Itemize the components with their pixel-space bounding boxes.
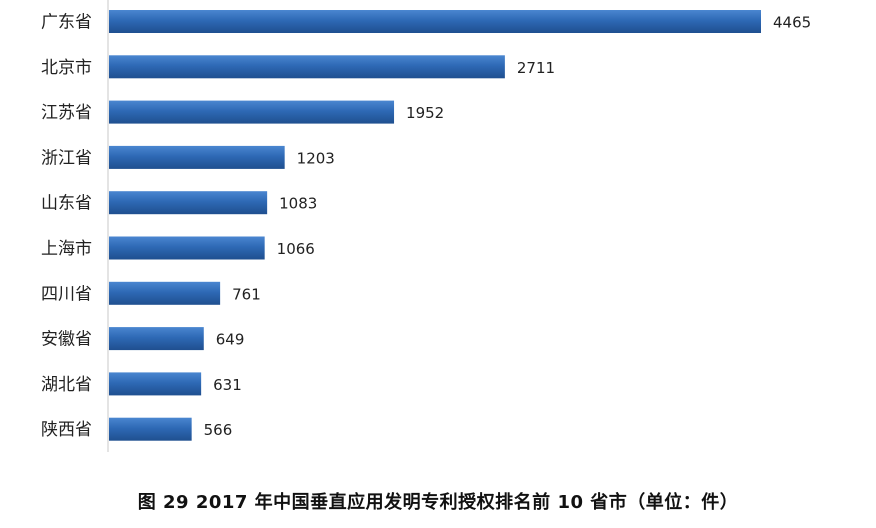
category-label: 北京市 (41, 58, 92, 78)
value-label: 631 (213, 376, 242, 394)
category-label: 四川省 (41, 284, 92, 304)
bar (109, 100, 395, 124)
bar (109, 417, 192, 441)
value-label: 1952 (406, 104, 444, 122)
category-label: 湖北省 (41, 375, 92, 395)
value-label: 4465 (773, 14, 811, 32)
bar (109, 236, 265, 260)
value-label: 761 (232, 285, 261, 303)
category-label: 浙江省 (41, 148, 92, 168)
bar (109, 327, 204, 351)
category-label: 安徽省 (41, 330, 92, 350)
figure-caption: 图 29 2017 年中国垂直应用发明专利授权排名前 10 省市（单位：件） (137, 492, 739, 513)
bar (109, 55, 505, 79)
value-label: 566 (204, 421, 233, 439)
chart-area: 广东省 4465 北京市 2711 江苏省 1952 浙江省 1203 山东省 1083 上海市 10… (41, 0, 811, 452)
bar (109, 191, 268, 215)
bar (109, 145, 285, 169)
value-label: 1203 (297, 149, 335, 167)
category-label: 江苏省 (41, 103, 92, 123)
category-label: 陕西省 (41, 420, 92, 440)
category-label: 上海市 (41, 239, 92, 259)
bars-group: 广东省 4465 北京市 2711 江苏省 1952 浙江省 1203 山东省 1083 上海市 10… (41, 10, 811, 441)
bar-chart: 广东省 4465 北京市 2711 江苏省 1952 浙江省 1203 山东省 1083 上海市 10… (41, 0, 811, 452)
category-label: 广东省 (41, 13, 92, 33)
bar (109, 372, 202, 396)
value-label: 2711 (517, 59, 555, 77)
bar (109, 281, 221, 305)
bar (109, 10, 761, 33)
value-label: 1083 (279, 195, 317, 213)
value-label: 649 (216, 331, 245, 349)
category-label: 山东省 (41, 194, 92, 214)
value-label: 1066 (277, 240, 315, 258)
